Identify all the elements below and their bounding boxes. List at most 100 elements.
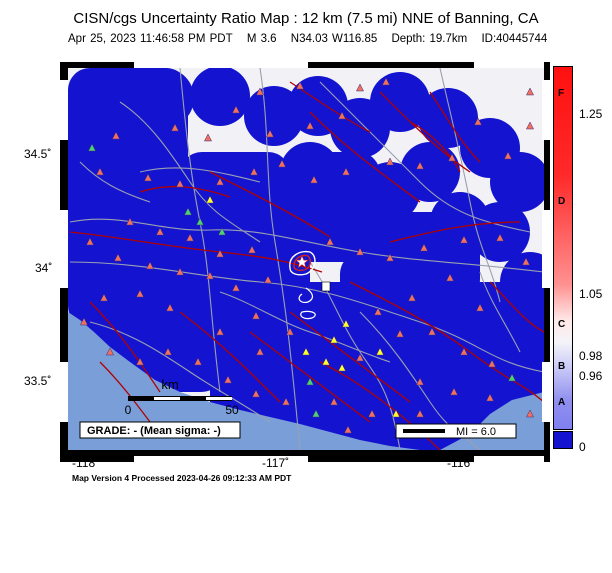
mi-legend-text: MI = 6.0 <box>456 426 496 438</box>
station-triangle-icon <box>525 409 535 418</box>
grade-box: GRADE: - (Mean sigma: -) <box>79 421 241 439</box>
station-triangle-icon <box>459 347 469 356</box>
lat-label-34-5: 34.5˚ <box>24 147 52 161</box>
station-triangle-icon <box>521 257 531 266</box>
colorbar-value-0: 0 <box>579 440 586 454</box>
station-triangle-icon <box>329 397 339 406</box>
scale-min: 0 <box>125 403 132 417</box>
station-triangle-icon <box>95 167 105 176</box>
event-depth: Depth: 19.7km <box>391 33 468 45</box>
station-triangle-icon <box>249 167 259 176</box>
station-triangle-icon <box>185 233 195 242</box>
colorbar-letter-c: C <box>558 319 566 330</box>
station-triangle-icon <box>263 275 273 284</box>
station-triangle-icon <box>231 105 241 114</box>
station-triangle-icon <box>355 353 365 362</box>
colorbar-value-1-25: 1.25 <box>579 107 603 121</box>
station-triangle-icon <box>495 233 505 242</box>
station-triangle-icon <box>111 131 121 140</box>
station-triangle-icon <box>355 247 365 256</box>
station-triangle-icon <box>215 327 225 336</box>
station-triangle-icon <box>277 159 287 168</box>
station-triangle-icon <box>193 357 203 366</box>
station-triangle-icon <box>295 81 305 90</box>
event-location: N34.03 W116.85 <box>290 33 378 45</box>
station-triangle-icon <box>231 283 241 292</box>
station-triangle-icon <box>355 83 365 92</box>
station-triangle-icon <box>385 253 395 262</box>
station-triangle-icon <box>205 195 215 204</box>
station-triangle-icon <box>135 357 145 366</box>
station-triangle-icon <box>395 329 405 338</box>
station-triangle-icon <box>135 289 145 298</box>
epicenter-star-icon <box>295 255 309 269</box>
station-triangle-icon <box>415 161 425 170</box>
frame-ticks <box>60 62 550 462</box>
station-triangle-icon <box>329 335 339 344</box>
station-triangle-icon <box>195 217 205 226</box>
station-triangle-icon <box>311 409 321 418</box>
mi-legend: MI = 6.0 <box>395 423 517 439</box>
colorbar <box>553 66 573 430</box>
station-triangle-icon <box>473 117 483 126</box>
station-triangle-icon <box>381 77 391 86</box>
station-triangle-icon <box>183 207 193 216</box>
station-triangle-icon <box>99 293 109 302</box>
station-triangle-icon <box>251 311 261 320</box>
station-triangle-icon <box>301 347 311 356</box>
station-triangle-icon <box>305 121 315 130</box>
colorbar-value-0-96: 0.96 <box>579 369 603 383</box>
colorbar-zero-swatch <box>553 431 573 449</box>
station-triangle-icon <box>475 303 485 312</box>
station-triangle-icon <box>341 167 351 176</box>
station-triangle-icon <box>447 153 457 162</box>
station-triangle-icon <box>143 173 153 182</box>
station-triangle-icon <box>337 363 347 372</box>
station-triangle-icon <box>113 253 123 262</box>
colorbar-letter-a: A <box>558 397 566 408</box>
station-triangle-icon <box>445 273 455 282</box>
station-triangle-icon <box>285 327 295 336</box>
station-triangle-icon <box>367 409 377 418</box>
station-triangle-icon <box>459 235 469 244</box>
colorbar-value-1-05: 1.05 <box>579 287 603 301</box>
station-triangle-icon <box>203 133 213 142</box>
station-triangle-icon <box>223 375 233 384</box>
event-magnitude: M 3.6 <box>246 33 277 45</box>
scale-bar: km 0 50 <box>125 377 239 417</box>
station-triangle-icon <box>391 409 401 418</box>
lon-label-116: -116˚ <box>447 456 475 470</box>
station-triangle-icon <box>170 123 180 132</box>
station-triangle-icon <box>205 271 215 280</box>
epicenter <box>289 250 331 320</box>
station-triangle-icon <box>105 347 115 356</box>
station-triangle-icon <box>165 303 175 312</box>
event-datetime: Apr 25, 2023 11:46:58 PM PDT <box>68 33 233 45</box>
map-footer: Map Version 4 Processed 2023-04-26 09:12… <box>72 473 292 483</box>
station-triangle-icon <box>427 327 437 336</box>
station-triangle-icon <box>85 237 95 246</box>
road-network <box>69 68 544 450</box>
station-triangle-icon <box>255 87 265 96</box>
station-triangle-icon <box>79 317 89 326</box>
station-triangle-icon <box>87 143 97 152</box>
station-triangle-icon <box>407 293 417 302</box>
station-triangle-icon <box>503 151 513 160</box>
station-triangle-icon <box>251 389 261 398</box>
station-triangle-icon <box>215 249 225 258</box>
station-triangle-icon <box>375 347 385 356</box>
station-triangle-icon <box>215 177 225 186</box>
station-triangle-icon <box>343 425 353 434</box>
station-triangle-icon <box>321 357 331 366</box>
station-triangle-icon <box>163 347 173 356</box>
station-triangle-icon <box>325 237 335 246</box>
station-triangle-icon <box>485 393 495 402</box>
grade-text: GRADE: - (Mean sigma: -) <box>87 425 221 437</box>
station-triangle-icon <box>265 129 275 138</box>
station-triangle-icon <box>247 245 257 254</box>
lat-label-34: 34˚ <box>35 261 53 275</box>
station-triangle-icon <box>449 387 459 396</box>
station-triangle-icon <box>415 377 425 386</box>
event-id: ID:40445744 <box>481 33 548 45</box>
colorbar-value-0-98: 0.98 <box>579 349 603 363</box>
